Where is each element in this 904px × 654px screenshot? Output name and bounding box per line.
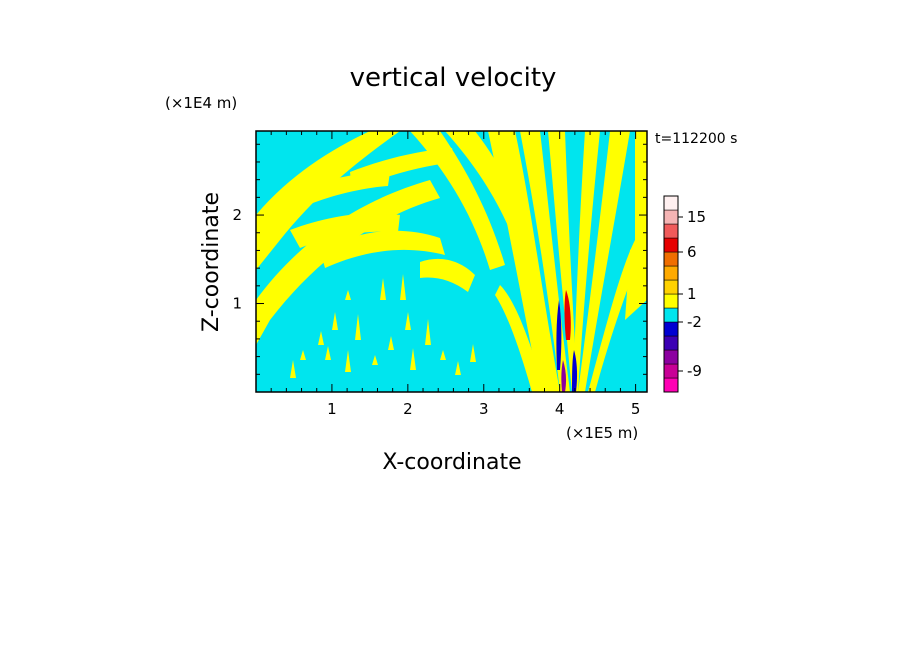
colorbar-swatch <box>663 335 679 351</box>
colorbar-swatch <box>663 195 679 211</box>
updraft-band <box>495 285 545 392</box>
y-tick-label: 2 <box>232 206 242 224</box>
colorbar-swatch <box>663 293 679 309</box>
colorbar-swatch <box>663 251 679 267</box>
colorbar-swatch <box>663 363 679 379</box>
colorbar-label: -2 <box>687 313 702 331</box>
updraft-band <box>573 131 600 392</box>
colorbar-swatch <box>663 377 679 393</box>
colorbar-swatch <box>663 279 679 295</box>
colorbar-label: -9 <box>687 362 702 380</box>
updraft-cell <box>345 350 351 372</box>
colorbar-swatch <box>663 237 679 253</box>
updraft-cell <box>400 274 406 300</box>
updraft-band <box>410 131 505 270</box>
updraft-band <box>625 235 647 320</box>
colorbar-swatch <box>663 209 679 225</box>
contour-plot-area <box>256 131 647 392</box>
updraft-cell <box>380 278 386 300</box>
updraft-cell <box>318 331 324 345</box>
chart-title: vertical velocity <box>350 63 557 93</box>
updraft-cell <box>410 348 416 370</box>
downdraft <box>556 300 562 370</box>
x-tick-label: 3 <box>479 400 489 418</box>
time-stamp: t=112200 s <box>655 131 737 147</box>
updraft-cell <box>455 361 461 375</box>
updraft-band <box>256 131 400 270</box>
colorbar-swatch <box>663 321 679 337</box>
x-tick-label: 2 <box>403 400 413 418</box>
updraft-cell <box>470 344 476 362</box>
y-axis-unit: (×1E4 m) <box>165 94 237 112</box>
colorbar-label: 15 <box>687 208 706 226</box>
updraft-band <box>300 172 390 206</box>
updraft-cell <box>405 312 411 330</box>
updraft-cell <box>372 355 378 365</box>
x-axis-ticks: 1 2 3 4 5 <box>270 131 641 418</box>
y-tick-label: 1 <box>232 295 242 313</box>
strong-downdraft <box>561 360 567 392</box>
updraft-band <box>320 230 445 268</box>
updraft-cell <box>300 350 306 360</box>
colorbar-swatch <box>663 349 679 365</box>
x-tick-label: 4 <box>555 400 565 418</box>
colorbar: -9 -2 1 6 15 <box>663 195 706 393</box>
updraft-cell <box>290 360 296 378</box>
x-axis-unit: (×1E5 m) <box>566 424 638 442</box>
strong-updraft <box>564 290 571 340</box>
x-axis-label: X-coordinate <box>382 450 521 475</box>
y-axis-label: Z-coordinate <box>199 192 224 332</box>
plot-frame <box>255 130 648 393</box>
updraft-band <box>578 131 630 392</box>
updraft-band <box>420 258 475 292</box>
x-tick-label: 1 <box>327 400 337 418</box>
updraft-cell <box>345 290 351 300</box>
colorbar-swatch <box>663 265 679 281</box>
colorbar-label: 6 <box>687 243 697 261</box>
x-tick-label: 5 <box>631 400 641 418</box>
updraft-cell <box>332 312 338 330</box>
updraft-band <box>488 131 560 392</box>
y-axis-ticks: 12 <box>232 143 647 375</box>
updraft-cell <box>355 314 361 340</box>
updraft-cell <box>388 336 394 350</box>
updraft-cell <box>425 319 431 345</box>
updraft-band <box>290 213 400 248</box>
colorbar-swatch <box>663 223 679 239</box>
colorbar-label: 1 <box>687 285 697 303</box>
updraft-cell <box>440 350 446 360</box>
updraft-cell <box>325 346 331 360</box>
velocity-contour-bands <box>256 131 647 392</box>
colorbar-swatch <box>663 307 679 323</box>
updraft-band <box>256 180 440 345</box>
downdraft <box>572 350 578 392</box>
